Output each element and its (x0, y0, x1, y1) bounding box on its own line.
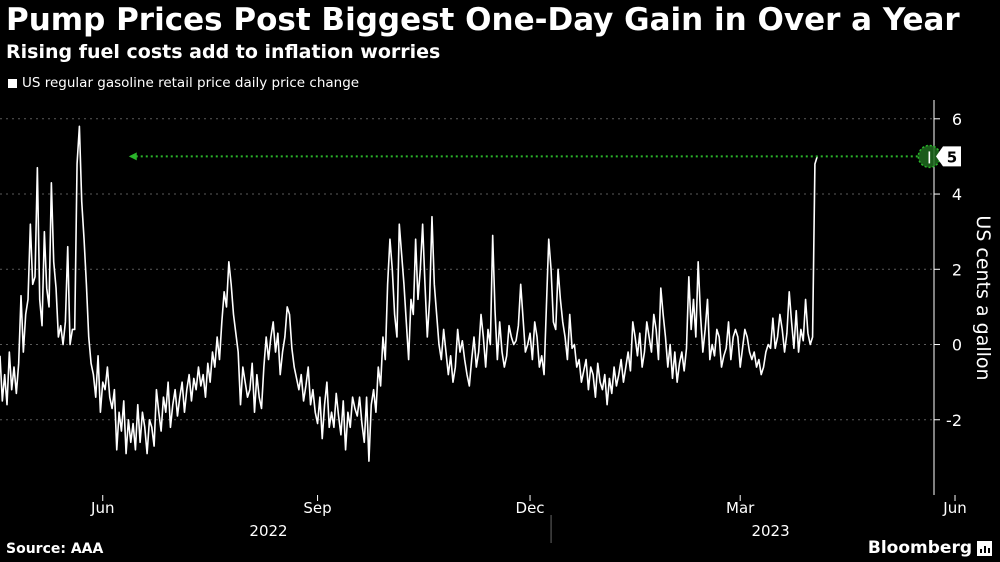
x-tick-label: Mar (726, 499, 755, 517)
x-tick-label: Jun (942, 499, 966, 517)
legend: US regular gasoline retail price daily p… (8, 75, 359, 91)
y-tick-label: 6 (952, 110, 962, 129)
y-axis-label: US cents a gallon (972, 215, 994, 380)
value-flag (936, 146, 961, 167)
x-tick-label: Jun (90, 499, 114, 517)
legend-swatch (8, 78, 17, 88)
value-flag-label: 5 (947, 148, 957, 166)
x-tick-label: Dec (516, 499, 545, 517)
source-note: Source: AAA (6, 541, 104, 557)
y-tick-label: 0 (952, 336, 962, 355)
y-tick-label: -2 (946, 411, 962, 430)
y-tick-label: 2 (952, 260, 962, 279)
x-tick-label: Sep (303, 499, 331, 517)
chart-title: Pump Prices Post Biggest One-Day Gain in… (6, 2, 960, 38)
brand-logo: Bloomberg (868, 538, 992, 558)
legend-label: US regular gasoline retail price daily p… (22, 75, 360, 91)
series-line (0, 125, 819, 462)
year-label: 2023 (751, 522, 789, 540)
y-tick-label: 4 (952, 185, 962, 204)
year-label: 2022 (249, 522, 287, 540)
annotation-arrowhead (128, 152, 137, 161)
brand-name: Bloomberg (867, 538, 972, 558)
bar-chart-icon (977, 540, 992, 556)
chart-subtitle: Rising fuel costs add to inflation worri… (6, 41, 441, 63)
